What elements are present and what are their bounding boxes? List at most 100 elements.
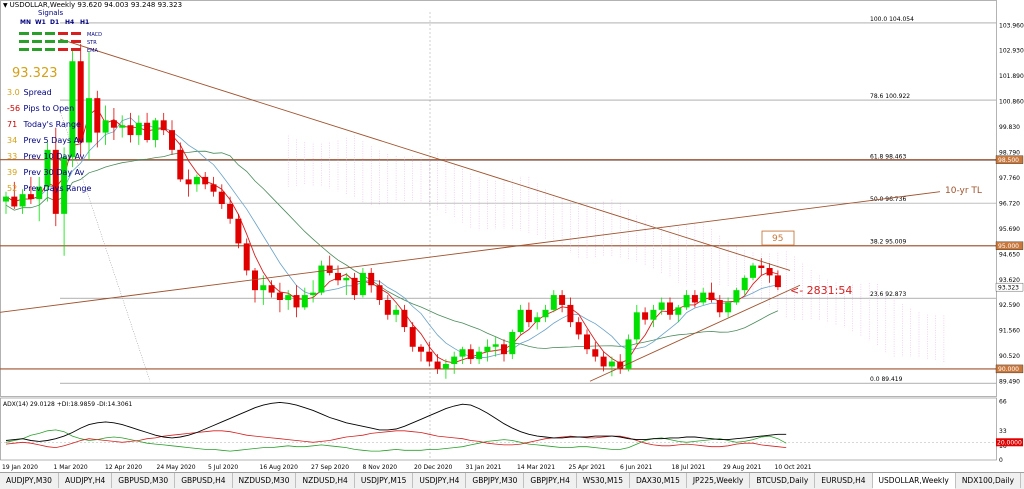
price-badge [995,241,1024,250]
tab-nzdusd-m30[interactable]: NZDUSD,M30 [233,473,297,488]
candle-body [725,302,732,313]
candle [243,238,250,276]
candle-body [534,317,541,323]
tab-gbpusd-h4[interactable]: GBPUSD,H4 [175,473,233,488]
candle-body [750,265,756,278]
candle-body [384,300,391,315]
candle-body [451,356,458,364]
candle-body [642,312,649,320]
candle-body [243,243,250,271]
tab-ws30-m15[interactable]: WS30,M15 [577,473,630,488]
candle [667,297,673,320]
candle [69,48,76,168]
candle-body [27,194,34,200]
current-price: 93.323 [12,66,58,81]
price-badge-label: 90.000 [998,366,1019,373]
candle [160,112,167,136]
candlesticks [3,44,781,379]
candle-body [210,184,217,192]
candle-body [501,344,507,355]
candle-body [77,61,84,143]
tab-usdjpy-h4[interactable]: USDJPY,H4 [413,473,467,488]
fib-label: 61.8 98.463 [870,154,906,161]
price-tick-label: 94.650 [999,251,1020,258]
tab-jp225-weekly[interactable]: JP225,Weekly [687,473,751,488]
candle-body [235,218,242,244]
price-axis: 103.960 102.930 101.890 100.860 99.830 98.790… [995,22,1024,385]
candle [600,351,607,372]
candle [36,176,43,222]
candle-body [218,191,225,204]
date-tick-label: 16 Aug 2020 [260,464,299,471]
tab-gbpjpy-h4[interactable]: GBPJPY,H4 [524,473,577,488]
date-tick-label: 19 Jan 2020 [2,464,38,471]
candle [708,282,715,303]
tab-eurusd-h4[interactable]: EURUSD,H4 [815,473,873,488]
date-axis: 19 Jan 2020 1 Mar 2020 12 Apr 2020 24 May 2… [2,464,812,471]
candle-body [376,285,383,300]
candle [409,322,416,352]
candle [268,280,275,298]
tab-gbpjpy-m30[interactable]: GBPJPY,M30 [466,473,525,488]
tab-audjpy-h4[interactable]: AUDJPY,H4 [59,473,113,488]
signal-dash [71,48,81,51]
candle [550,290,557,313]
tab-btcusd-daily[interactable]: BTCUSD,Daily [750,473,816,488]
candle-body [434,361,441,369]
signal-dash [32,40,42,43]
level-95-label: 95 [772,234,783,244]
ten-year-trendline [0,191,941,313]
chart-canvas[interactable]: 100.0 104.054 78.6 100.922 61.8 98.463 50.0… [0,0,1024,472]
candle [617,354,624,374]
candle-body [401,309,408,328]
date-tick-label: 8 Nov 2020 [363,464,398,471]
price-tick-label: 95.690 [999,226,1020,233]
tab-usdjpy-m15[interactable]: USDJPY,M15 [355,473,414,488]
date-tick-label: 20 Dec 2020 [414,464,453,471]
candle-body [442,364,449,369]
candle [525,302,532,328]
signal-dash [58,32,68,35]
candle-body [426,351,433,362]
candle [293,285,300,318]
date-tick-label: 27 Sep 2020 [311,464,349,471]
date-tick-label: 25 Apr 2021 [569,464,606,471]
trendline-label: 10-yr TL [945,186,982,196]
fib-label: 23.6 92.873 [870,291,906,298]
candle-body [575,322,582,335]
info-prev30: 39 Prev 30 Day Av [7,168,85,177]
candle [110,108,117,140]
info-prev10: 33 Prev 10 Day Av [7,152,85,161]
tab-ndx100-daily[interactable]: NDX100,Daily [956,473,1022,488]
tab-nzdusd-h4[interactable]: NZDUSD,H4 [296,473,355,488]
tab-dax30-m15[interactable]: DAX30,M15 [630,473,687,488]
candle-body [94,98,101,133]
candle [177,142,184,182]
candle [642,307,649,325]
candle-body [152,120,159,140]
dropdown-arrow-icon[interactable]: ▼ [3,2,8,9]
fib-label: 50.0 96.736 [870,196,906,203]
candle [135,115,142,145]
chart-title-text: USDOLLAR,Weekly 93.620 94.003 93.248 93.… [9,1,183,9]
candle-body [335,272,341,281]
candle [368,268,375,293]
indicator-lines [5,107,779,364]
tf-w1: W1 [35,19,46,26]
tab-gbpusd-m30[interactable]: GBPUSD,M30 [112,473,176,488]
price-tick-label: 103.960 [999,22,1024,29]
candle-body [733,290,740,303]
candle-body [625,339,632,369]
fib-label: 38.2 95.009 [870,239,906,246]
candle [19,189,26,214]
candle [310,280,317,303]
fib-anchor-line [59,110,151,382]
tab-usdollar-weekly[interactable]: USDOLLAR,Weekly [872,473,956,489]
date-tick-label: 10 Oct 2021 [775,464,812,471]
adx-tick-label: 16 [999,443,1007,450]
tf-d1: D1 [50,19,60,26]
candle-body [691,295,698,303]
price-tick-label: 99.830 [999,124,1020,131]
tf-h4: H4 [65,19,75,26]
tab-audjpy-m30[interactable]: AUDJPY,M30 [0,473,59,488]
